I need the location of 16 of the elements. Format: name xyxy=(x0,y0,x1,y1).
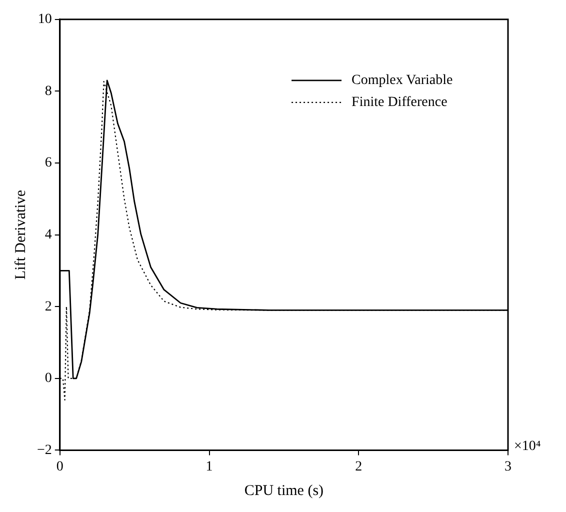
y-axis-title: Lift Derivative xyxy=(12,190,29,280)
text: ×10⁴ xyxy=(514,438,541,454)
y-tick-label: 2 xyxy=(44,299,52,314)
y-tick-label: 6 xyxy=(44,156,52,171)
legend-label: Finite Difference xyxy=(352,95,448,110)
x-tick-label: 0 xyxy=(56,459,64,474)
x-axis-title: CPU time (s) xyxy=(244,482,324,499)
y-tick-label: 8 xyxy=(44,84,52,99)
legend-label: Complex Variable xyxy=(352,73,453,88)
x-tick-label: 3 xyxy=(504,459,512,474)
y-tick-label: −2 xyxy=(36,442,52,458)
x-tick-label: 1 xyxy=(206,459,213,474)
y-tick-label: 0 xyxy=(44,371,52,386)
x-tick-label: 2 xyxy=(355,459,362,474)
y-tick-label: 10 xyxy=(38,12,52,28)
y-tick-label: 4 xyxy=(44,227,52,242)
